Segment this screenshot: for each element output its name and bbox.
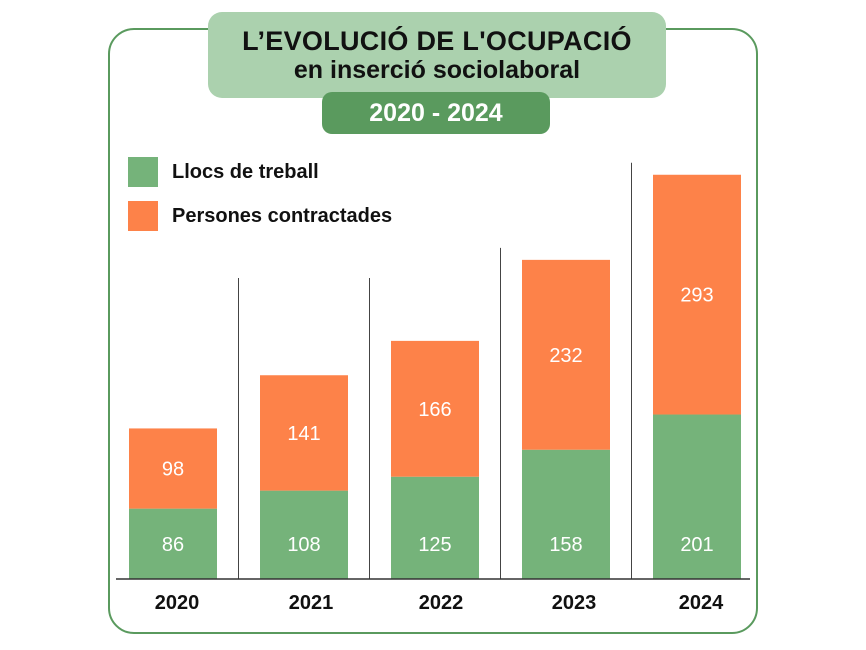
legend-swatch-orange [128,201,158,231]
value-label-persones-2020: 98 [162,459,184,481]
bar-llocs-2023 [522,449,610,579]
value-label-llocs-2024: 201 [680,534,713,556]
bar-llocs-2024 [653,414,741,579]
title-box: L’EVOLUCIÓ DE L'OCUPACIÓ en inserció soc… [208,12,666,98]
value-label-llocs-2020: 86 [162,534,184,556]
bar-llocs-2020 [129,508,217,579]
x-tick-label-2022: 2022 [419,592,464,614]
years-badge: 2020 - 2024 [322,92,550,134]
x-tick-label-2021: 2021 [289,592,334,614]
value-label-persones-2024: 293 [680,285,713,307]
bar-persones-2024 [653,174,741,415]
chart-subtitle: en inserció sociolaboral [293,56,581,84]
x-tick-label-2020: 2020 [155,592,200,614]
value-label-persones-2021: 141 [287,423,320,445]
value-label-llocs-2021: 108 [287,534,320,556]
value-label-llocs-2022: 125 [418,534,451,556]
bar-persones-2020 [129,428,217,509]
bar-persones-2022 [391,340,479,477]
x-tick-label-2024: 2024 [679,592,724,614]
bar-persones-2023 [522,259,610,450]
chart-title: L’EVOLUCIÓ DE L'OCUPACIÓ [242,26,632,56]
legend-item-llocs: Llocs de treball [128,157,319,187]
value-label-llocs-2023: 158 [549,534,582,556]
bar-persones-2021 [260,375,348,491]
legend-swatch-green [128,157,158,187]
legend-item-persones: Persones contractades [128,201,392,231]
legend-label-persones: Persones contractades [172,204,393,227]
bar-llocs-2021 [260,490,348,579]
legend-label-llocs: Llocs de treball [172,160,319,183]
value-label-persones-2022: 166 [418,399,451,421]
bar-llocs-2022 [391,476,479,579]
x-tick-label-2023: 2023 [552,592,597,614]
value-label-persones-2023: 232 [549,345,582,367]
